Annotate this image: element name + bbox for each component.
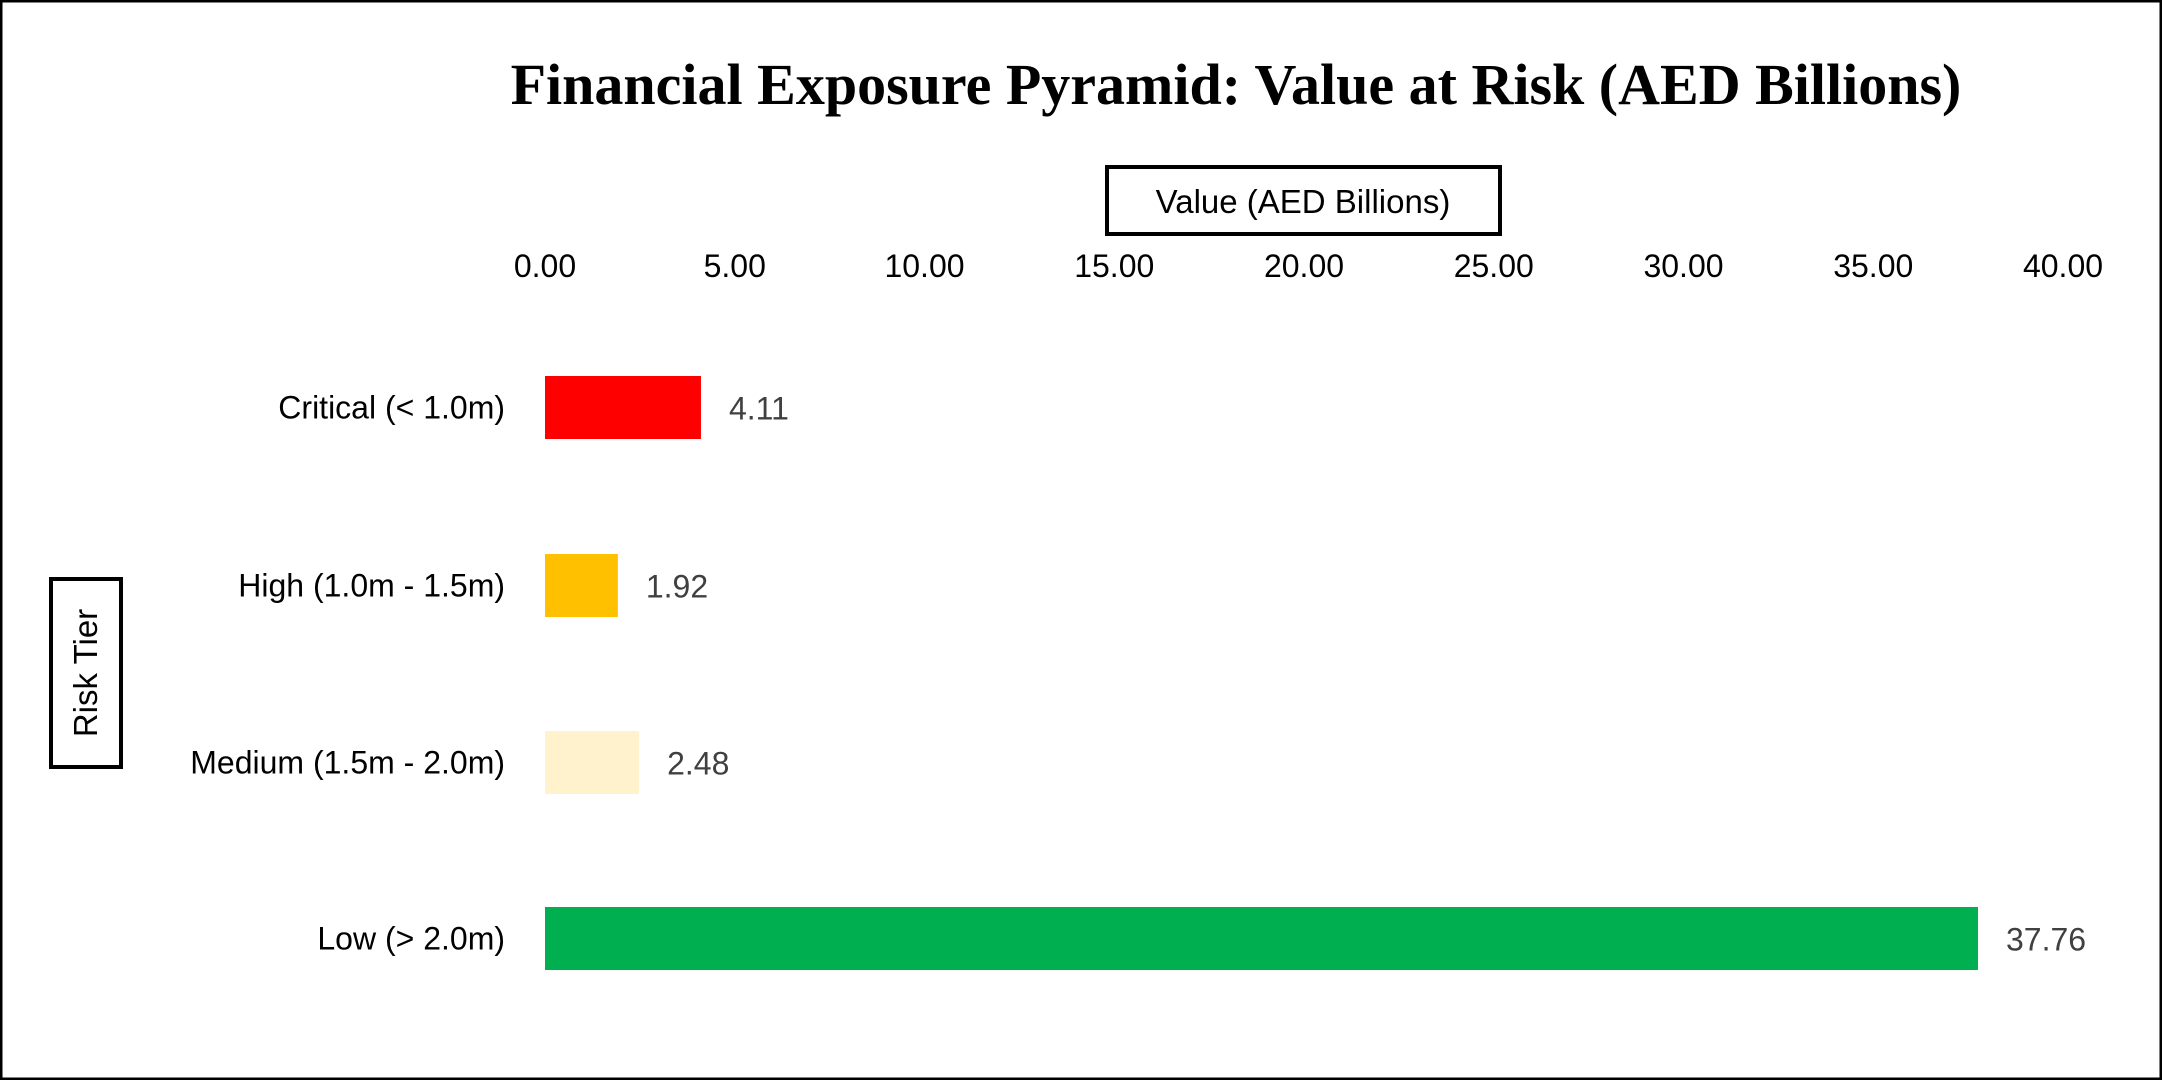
- category-label: Critical (< 1.0m): [278, 390, 505, 426]
- category-label: Medium (1.5m - 2.0m): [190, 745, 505, 781]
- bar: [545, 731, 640, 794]
- y-axis-title: Risk Tier: [67, 609, 104, 737]
- bar: [545, 554, 618, 617]
- x-tick-label: 0.00: [514, 248, 576, 284]
- category-label: High (1.0m - 1.5m): [238, 568, 505, 604]
- data-label: 4.11: [729, 391, 789, 427]
- x-tick-label: 20.00: [1264, 248, 1344, 284]
- bar: [545, 376, 701, 439]
- x-tick-label: 15.00: [1074, 248, 1154, 284]
- x-axis-title-box: [1105, 165, 1502, 236]
- x-tick-label: 40.00: [2023, 248, 2103, 284]
- data-label: 37.76: [2006, 922, 2086, 958]
- x-tick-label: 5.00: [704, 248, 766, 284]
- x-tick-label: 30.00: [1643, 248, 1723, 284]
- x-tick-label: 10.00: [884, 248, 964, 284]
- x-tick-label: 35.00: [1833, 248, 1913, 284]
- x-axis-title: Value (AED Billions): [1156, 183, 1451, 220]
- y-axis-title-box: [49, 577, 123, 769]
- x-tick-label: 25.00: [1454, 248, 1534, 284]
- chart-title: Financial Exposure Pyramid: Value at Ris…: [511, 52, 1962, 117]
- bar: [545, 907, 1978, 970]
- data-label: 1.92: [646, 569, 708, 605]
- category-label: Low (> 2.0m): [317, 921, 505, 957]
- data-label: 2.48: [667, 746, 729, 782]
